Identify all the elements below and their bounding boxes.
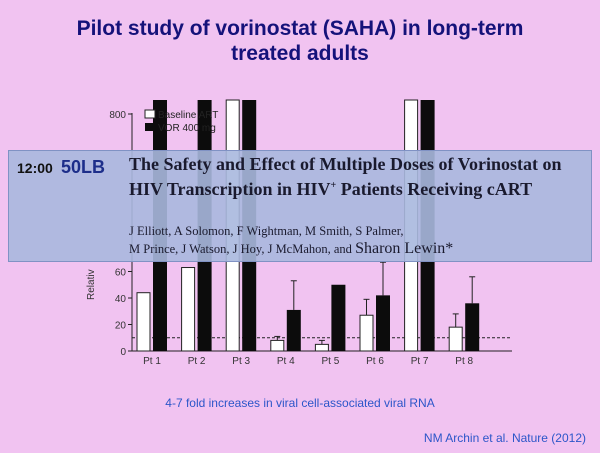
- slide-title-line1: Pilot study of vorinostat (SAHA) in long…: [76, 17, 524, 40]
- legend-swatch-vor: [145, 123, 155, 131]
- y-tick-label: 40: [115, 294, 127, 305]
- session-banner: 12:00 50LB The Safety and Effect of Mult…: [8, 150, 592, 262]
- x-tick-label: Pt 2: [188, 356, 206, 367]
- legend-label-baseline: Baseline ART: [158, 110, 218, 121]
- abstract-title: The Safety and Effect of Multiple Doses …: [129, 154, 579, 200]
- session-code: 50LB: [61, 157, 106, 177]
- bar-baseline-art: [270, 339, 285, 352]
- citation: NM Archin et al. Nature (2012): [423, 431, 586, 445]
- authors-line2-text: M Prince, J Watson, J Hoy, J McMahon, an…: [129, 242, 356, 256]
- bar-baseline-art: [136, 292, 151, 352]
- x-tick-label: Pt 8: [455, 356, 473, 367]
- abstract-title-part2: Patients Receiving cART: [336, 179, 533, 199]
- slide-caption: 4-7 fold increases in viral cell-associa…: [165, 396, 435, 410]
- bar-vor-400mg: [465, 303, 480, 351]
- x-tick-label: Pt 4: [277, 356, 295, 367]
- bar-vor-400mg: [286, 309, 301, 351]
- bar-vor-400mg: [376, 295, 390, 351]
- y-tick-label: 800: [109, 110, 126, 121]
- bar-baseline-art: [359, 314, 374, 352]
- bar-vor-400mg: [331, 284, 346, 351]
- authors-line1: J Elliott, A Solomon, F Wightman, M Smit…: [129, 224, 404, 238]
- presenting-author: Sharon Lewin*: [355, 240, 454, 257]
- bar-baseline-art: [448, 326, 463, 352]
- x-tick-label: Pt 3: [232, 356, 250, 367]
- authors-line2: M Prince, J Watson, J Hoy, J McMahon, an…: [129, 240, 589, 258]
- slide-title-line2: treated adults: [231, 42, 369, 65]
- y-tick-label: 60: [115, 268, 127, 279]
- x-tick-label: Pt 6: [366, 356, 384, 367]
- x-tick-label: Pt 7: [411, 356, 429, 367]
- legend-label-vor: VOR 400 mg: [158, 123, 216, 134]
- legend-swatch-baseline: [144, 109, 156, 119]
- x-tick-label: Pt 5: [322, 356, 340, 367]
- y-tick-label: 0: [120, 347, 126, 358]
- x-tick-label: Pt 1: [143, 356, 161, 367]
- y-axis-label: Relativ: [86, 269, 97, 300]
- abstract-title-part1: The Safety and Effect of Multiple Doses …: [129, 154, 562, 199]
- abstract-authors: J Elliott, A Solomon, F Wightman, M Smit…: [129, 223, 589, 258]
- bar-baseline-art: [314, 343, 329, 352]
- bar-baseline-art: [181, 267, 196, 352]
- session-time: 12:00: [17, 160, 53, 176]
- abstract-title-sup: +: [330, 180, 337, 191]
- y-tick-label: 20: [115, 321, 127, 332]
